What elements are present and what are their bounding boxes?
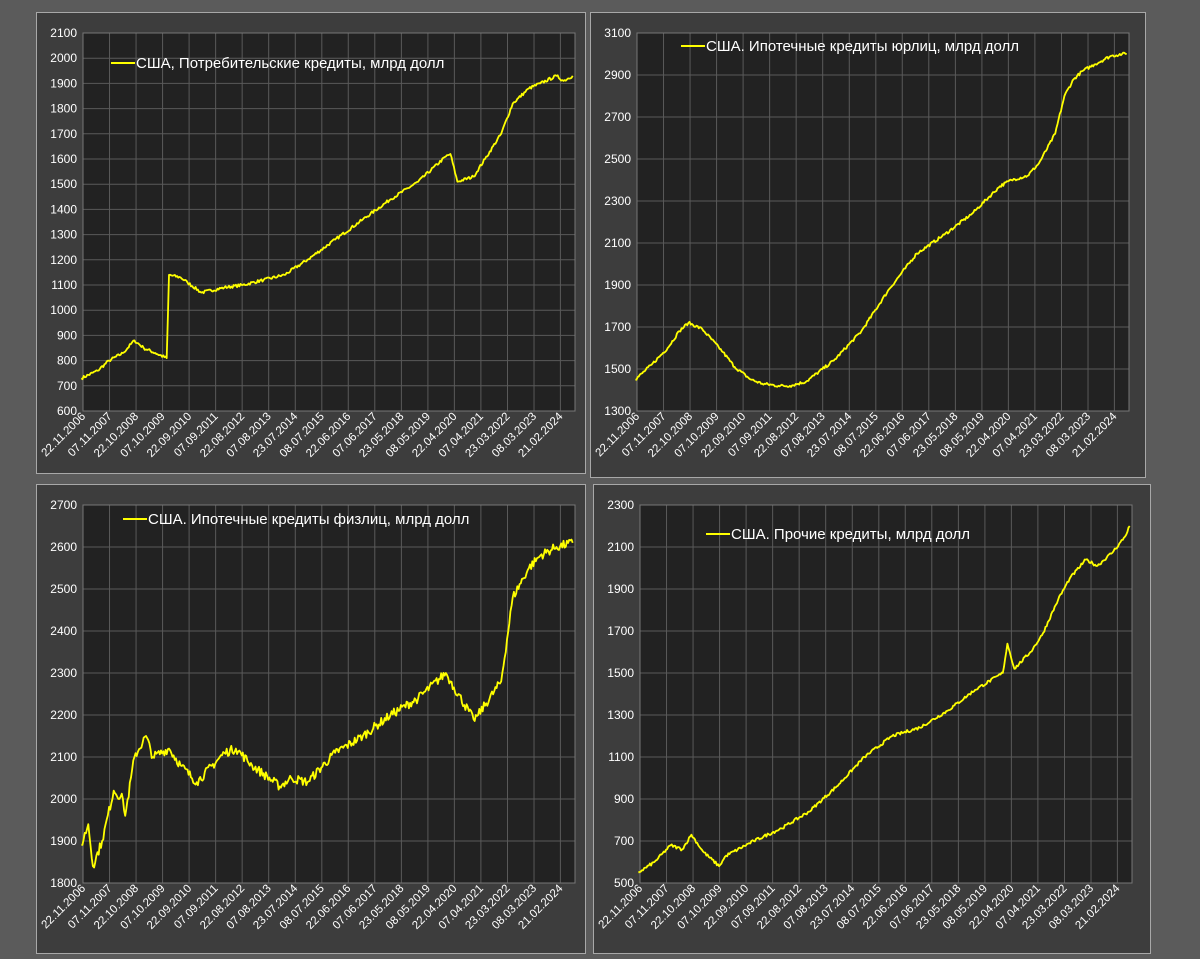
y-tick-label: 2000 xyxy=(50,51,77,65)
chart-consumer-credit: 600 700 800 900 1000 1100 1200 1300 1400 1500 1600… xyxy=(36,12,586,474)
plot-border xyxy=(82,32,576,412)
series-line xyxy=(635,51,1127,388)
y-tick-label: 1300 xyxy=(604,404,631,418)
legend-label: США. Ипотечные кредиты юрлиц, млрд долл xyxy=(706,38,1019,55)
series-line xyxy=(638,525,1131,874)
plot-area xyxy=(640,505,1132,883)
y-tick-label: 700 xyxy=(614,834,634,848)
legend-label: США. Прочие кредиты, млрд долл xyxy=(731,526,970,543)
y-tick-label: 1500 xyxy=(607,666,634,680)
y-tick-label: 700 xyxy=(57,379,77,393)
chart-svg-1: 1300 1500 1700 1900 2100 2300 2500 2700 2900 3100… xyxy=(594,26,1130,460)
y-tick-label: 2200 xyxy=(50,708,77,722)
y-tick-label: 900 xyxy=(614,792,634,806)
y-tick-label: 2100 xyxy=(604,236,631,250)
y-tick-label: 1900 xyxy=(604,278,631,292)
y-tick-label: 2700 xyxy=(604,110,631,124)
y-tick-label: 500 xyxy=(614,876,634,890)
y-tick-label: 1000 xyxy=(50,303,77,317)
y-tick-label: 1900 xyxy=(50,834,77,848)
chart-commercial-mortgage: 1300 1500 1700 1900 2100 2300 2500 2700 2900 3100… xyxy=(590,12,1146,478)
plot-border xyxy=(82,504,576,884)
plot-border xyxy=(639,504,1133,884)
y-tick-label: 1100 xyxy=(608,750,634,764)
y-tick-label: 1800 xyxy=(50,102,77,116)
y-tick-label: 1700 xyxy=(607,624,634,638)
y-tick-label: 2300 xyxy=(50,666,77,680)
y-tick-label: 1600 xyxy=(50,152,77,166)
y-tick-label: 1700 xyxy=(50,127,77,141)
chart-svg-2: 1800 1900 2000 2100 2200 2300 2400 2500 2600 2700… xyxy=(40,498,576,932)
plot-area xyxy=(83,505,575,883)
y-tick-label: 3100 xyxy=(604,26,631,40)
y-tick-label: 2900 xyxy=(604,68,631,82)
chart-other-credit: 500 700 900 1100 1300 1500 1700 1900 2100 2300 22.… xyxy=(593,484,1151,954)
y-tick-label: 2400 xyxy=(50,624,77,638)
y-tick-label: 800 xyxy=(57,354,77,368)
y-tick-label: 600 xyxy=(57,404,77,418)
y-tick-label: 1800 xyxy=(50,876,77,890)
plot-area xyxy=(637,33,1129,411)
y-tick-label: 1300 xyxy=(607,708,634,722)
y-tick-label: 1900 xyxy=(50,76,77,90)
y-tick-label: 1500 xyxy=(50,177,77,191)
y-tick-label: 2100 xyxy=(607,540,634,554)
y-tick-label: 1400 xyxy=(50,202,77,216)
series-line xyxy=(80,74,574,381)
chart-svg-3: 500700900110013001500170019002100230022.… xyxy=(597,498,1133,932)
chart-svg-0: 600 700 800 900 1000 1100 1200 1300 1400 1500 1600… xyxy=(40,26,576,460)
y-tick-label: 2300 xyxy=(604,194,631,208)
y-tick-label: 1900 xyxy=(607,582,634,596)
legend-label: США. Ипотечные кредиты физлиц, млрд долл xyxy=(148,511,469,528)
y-tick-label: 2700 xyxy=(50,498,77,512)
y-tick-label: 2000 xyxy=(50,792,77,806)
y-tick-label: 2100 xyxy=(50,26,77,40)
plot-area xyxy=(83,33,575,411)
y-tick-label: 1300 xyxy=(50,228,77,242)
y-tick-label: 2600 xyxy=(50,540,77,554)
y-tick-label: 1200 xyxy=(50,253,77,267)
legend-label: США, Потребительские кредиты, млрд долл xyxy=(136,55,444,72)
y-tick-label: 2500 xyxy=(604,152,631,166)
plot-border xyxy=(636,32,1130,412)
y-tick-label: 2100 xyxy=(50,750,77,764)
y-tick-label: 1500 xyxy=(604,362,631,376)
y-tick-label: 900 xyxy=(57,328,77,342)
y-tick-label: 2500 xyxy=(50,582,77,596)
series-line xyxy=(81,538,574,869)
y-tick-label: 2300 xyxy=(607,498,634,512)
chart-residential-mortgage: 1800 1900 2000 2100 2200 2300 2400 2500 2600 2700… xyxy=(36,484,586,954)
y-tick-label: 1100 xyxy=(51,278,77,292)
y-tick-label: 1700 xyxy=(604,320,631,334)
